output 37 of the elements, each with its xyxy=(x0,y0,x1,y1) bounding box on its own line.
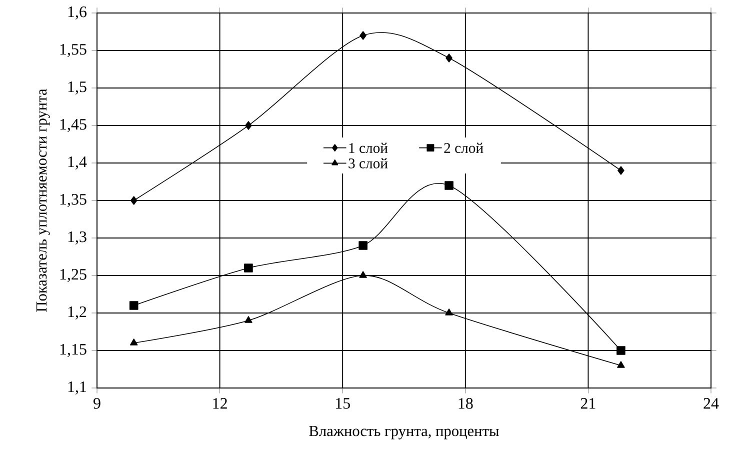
point xyxy=(445,308,453,316)
y-tick-label: 1,5 xyxy=(68,81,86,95)
x-axis-title: Влажность грунта, проценты xyxy=(309,426,499,440)
x-tick-label: 15 xyxy=(336,398,350,409)
x-tick-label: 21 xyxy=(580,398,596,409)
y-axis-title: Показатель уплотняемости грунта xyxy=(36,88,50,312)
x-tick-label: 12 xyxy=(213,398,227,409)
x-tick-label: 9 xyxy=(94,398,100,409)
point xyxy=(130,338,138,346)
y-tick-label: 1,3 xyxy=(68,231,86,245)
y-tick-label: 1,25 xyxy=(60,268,86,282)
y-tick-label: 1,15 xyxy=(60,344,86,358)
point xyxy=(244,264,253,272)
y-tick-label: 1,55 xyxy=(60,44,86,58)
point xyxy=(358,241,368,250)
point xyxy=(359,271,367,278)
x-tick-label: 24 xyxy=(704,398,719,409)
y-tick-label: 1,4 xyxy=(68,156,87,170)
point xyxy=(245,121,252,130)
legend-label: 2 слой xyxy=(444,142,484,153)
y-tick-label: 1,2 xyxy=(68,306,86,320)
point xyxy=(618,166,624,175)
point xyxy=(446,54,452,62)
y-tick-label: 1,45 xyxy=(60,118,86,132)
point xyxy=(130,196,138,205)
y-tick-label: 1,6 xyxy=(68,6,86,20)
point xyxy=(360,31,366,40)
point xyxy=(444,181,454,190)
point xyxy=(244,316,252,323)
y-tick-label: 1,1 xyxy=(68,381,86,395)
point xyxy=(129,301,138,310)
legend-label: 3 слой xyxy=(348,158,388,168)
point xyxy=(616,346,626,355)
legend-label: 1 слой xyxy=(349,142,388,153)
point xyxy=(617,361,625,368)
y-tick-label: 1,35 xyxy=(60,194,86,208)
x-tick-label: 18 xyxy=(458,398,473,409)
